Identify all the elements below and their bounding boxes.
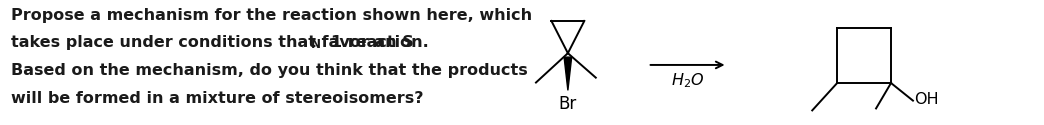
- Text: takes place under conditions that favor an S: takes place under conditions that favor …: [11, 35, 414, 50]
- Text: $H_2O$: $H_2O$: [671, 72, 705, 90]
- Text: OH: OH: [914, 92, 939, 107]
- Text: Br: Br: [559, 95, 577, 113]
- Polygon shape: [564, 57, 572, 90]
- Text: N: N: [310, 38, 321, 51]
- Text: 1 reaction.: 1 reaction.: [331, 35, 428, 50]
- Text: Based on the mechanism, do you think that the products: Based on the mechanism, do you think tha…: [11, 64, 528, 78]
- Text: Propose a mechanism for the reaction shown here, which: Propose a mechanism for the reaction sho…: [11, 8, 532, 23]
- Text: will be formed in a mixture of stereoisomers?: will be formed in a mixture of stereoiso…: [11, 91, 424, 106]
